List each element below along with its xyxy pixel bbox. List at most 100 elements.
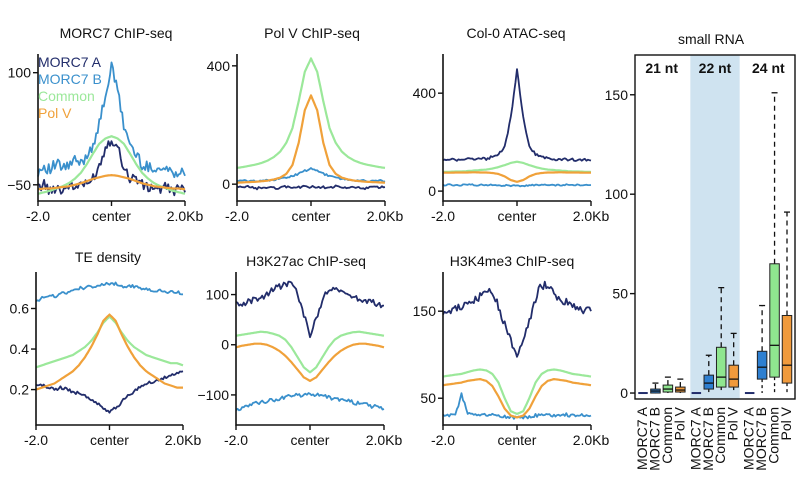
panel-h3k27ac-chipseq: H3K27ac ChIP-seq 100 0 −100 -2.0 center 2.0Kb: [197, 253, 402, 448]
y-tick-label: 50: [612, 286, 628, 302]
axis-frame: [235, 272, 384, 426]
x-tick-label: 2.0Kb: [573, 208, 610, 224]
x-label: MORC7 A: [634, 406, 650, 470]
y-tick-label: −50: [7, 177, 31, 193]
x-label: MORC7 B: [646, 407, 662, 471]
panel-title: Col-0 ATAC-seq: [466, 25, 565, 41]
series-line-common: [235, 330, 385, 374]
plot-frame: [634, 54, 796, 400]
x-label: MORC7 B: [700, 407, 716, 471]
series-line-morc7-b: [236, 167, 386, 183]
x-tick-label: -2.0: [225, 208, 249, 224]
x-label: Common: [712, 407, 728, 464]
x-label: MORC7 A: [741, 406, 757, 470]
box: [728, 364, 739, 388]
x-tick-label: center: [498, 432, 537, 448]
panel-col0-atacseq: Col-0 ATAC-seq 400 0 -2.0 center 2.0Kb: [413, 25, 610, 224]
x-tick-label: -2.0: [431, 432, 455, 448]
series-line-morc7-a: [236, 184, 386, 191]
y-tick-label: 0: [221, 337, 229, 353]
y-tick-label: 0: [620, 385, 628, 401]
group-label: 22 nt: [699, 60, 732, 76]
panel-title: Pol V ChIP-seq: [264, 25, 360, 41]
box: [703, 374, 715, 390]
x-tick-label: 2.0Kb: [573, 432, 610, 448]
series-layer: 100 −50 -2.0 center 2.0Kb: [7, 54, 204, 224]
box: [715, 346, 727, 388]
y-tick-label: 100: [8, 65, 32, 81]
series-line-morc7-a: [37, 140, 186, 197]
series-line-pol-v: [235, 342, 385, 382]
box: [756, 350, 768, 380]
series-layer: 400 0 -2.0 center 2.0Kb: [207, 54, 404, 224]
box: [769, 263, 780, 378]
x-tick-label: center: [291, 432, 330, 448]
legend: MORC7 A MORC7 B Common Pol V: [38, 54, 102, 121]
x-tick-label: -2.0: [24, 432, 48, 448]
series-line-morc7-b: [442, 183, 592, 188]
series-layer: 150 50 -2.0 center 2.0Kb: [413, 272, 610, 448]
series-line-common: [35, 315, 184, 369]
group-label: 24 nt: [752, 60, 785, 76]
y-tick-label: 50: [420, 390, 436, 406]
group-label: 21 nt: [645, 60, 678, 76]
series-layer: 100 0 −100 -2.0 center 2.0Kb: [197, 272, 403, 448]
series-line-common: [236, 57, 386, 169]
x-tick-label: 2.0Kb: [167, 208, 204, 224]
series-line-pol-v: [442, 378, 592, 419]
x-tick-label: center: [92, 208, 131, 224]
series-line-morc7-a: [442, 68, 592, 162]
series-line-morc7-a: [35, 370, 184, 414]
y-tick-label: 0.2: [10, 382, 30, 398]
y-tick-label: 100: [605, 186, 629, 202]
series-line-morc7-b: [235, 392, 385, 412]
series-line-pol-v: [35, 313, 183, 391]
x-label: Pol V: [725, 406, 741, 440]
panel-small-rna: small RNA 21 nt 22 nt 24 nt 0 50 100 150 MORC7 …: [605, 31, 796, 471]
y-tick-label: 0.4: [10, 341, 30, 357]
panel-title: TE density: [75, 249, 141, 265]
series-layer: 0.6 0.4 0.2 -2.0 center 2.0Kb: [10, 272, 202, 448]
series-line-pol-v: [443, 171, 591, 183]
x-tick-label: 2.0Kb: [367, 208, 404, 224]
y-tick-label: 150: [413, 303, 437, 319]
x-label: MORC7 A: [687, 406, 703, 470]
y-tick-label: 150: [605, 87, 629, 103]
series-line-morc7-b: [35, 281, 184, 302]
series-line-pol-v: [236, 94, 386, 184]
group-highlight: [690, 55, 740, 399]
x-tick-label: 2.0Kb: [366, 432, 403, 448]
x-label: Pol V: [671, 406, 687, 440]
x-tick-label: center: [498, 208, 537, 224]
axis-frame: [236, 54, 385, 202]
panel-title: MORC7 ChIP-seq: [60, 25, 173, 41]
x-tick-label: -2.0: [431, 208, 455, 224]
x-label: Common: [766, 407, 782, 464]
x-label: Pol V: [778, 406, 794, 440]
legend-morc7-b: MORC7 B: [38, 71, 102, 87]
panel-morc7-chipseq: MORC7 ChIP-seq 100 −50 -2.0 center 2.0Kb MOR…: [7, 25, 203, 224]
series-line-pol-v: [37, 174, 186, 191]
y-tick-label: −100: [197, 387, 229, 403]
panel-title: small RNA: [678, 31, 745, 47]
y-tick-label: 0.6: [10, 300, 30, 316]
series-layer: 400 0 -2.0 center 2.0Kb: [413, 54, 610, 224]
x-tick-label: -2.0: [26, 208, 50, 224]
series-line-morc7-a: [235, 280, 384, 339]
box: [781, 314, 793, 384]
y-tick-label: 0: [428, 183, 436, 199]
x-tick-label: -2.0: [224, 432, 248, 448]
panel-te-density: TE density 0.6 0.4 0.2 -2.0 center 2.0Kb: [10, 249, 202, 448]
x-label: MORC7 B: [753, 407, 769, 471]
y-tick-label: 400: [207, 58, 231, 74]
y-tick-label: 0: [222, 176, 230, 192]
y-tick-label: 100: [206, 287, 230, 303]
panel-h3k4me3-chipseq: H3K4me3 ChIP-seq 150 50 -2.0 center 2.0Kb: [413, 253, 610, 448]
series-line-morc7-a: [442, 280, 592, 358]
x-tick-label: center: [292, 208, 331, 224]
y-tick-label: 400: [413, 85, 437, 101]
series-line-morc7-b: [37, 61, 186, 179]
legend-morc7-a: MORC7 A: [38, 54, 102, 70]
